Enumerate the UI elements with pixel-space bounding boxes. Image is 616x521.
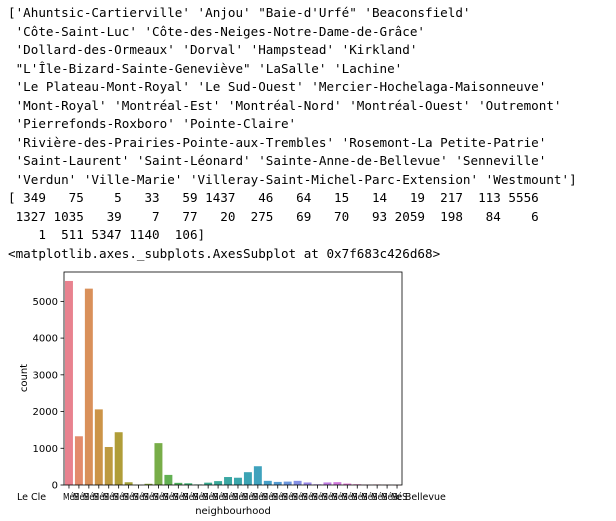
x-tick-label: MéS	[331, 492, 347, 503]
output-line: 'Mont-Royal' 'Montréal-Est' 'Montréal-No…	[8, 97, 562, 113]
x-tick-label: MéS	[282, 492, 298, 503]
bar	[94, 409, 103, 485]
bar	[114, 432, 123, 485]
bar	[124, 482, 133, 485]
x-tick-label: MéS	[93, 492, 109, 503]
console-output-text: ['Ahuntsic-Cartierville' 'Anjou' "Baie-d…	[8, 4, 577, 263]
bar	[333, 482, 342, 485]
output-line: 'Dollard-des-Ormeaux' 'Dorval' 'Hampstea…	[8, 42, 418, 57]
x-tick-label: MéS	[262, 492, 278, 503]
output-line: 'Verdun' 'Ville-Marie' 'Villeray-Saint-M…	[8, 171, 577, 187]
bar	[184, 483, 193, 485]
x-tick-labels: Le Cle MéSMéSMéSMéSMéSMéSMéSMéSMéSMéSMéSM…	[17, 485, 446, 503]
x-tick-label: MéS	[391, 492, 407, 503]
axes-frame	[63, 271, 403, 486]
x-tick-label: MéS	[172, 492, 188, 503]
y-tick-label: 0	[52, 481, 58, 492]
x-tick-label: Le Cle	[17, 492, 46, 503]
x-tick-label: MéS	[212, 492, 228, 503]
output-line: 1327 1035 39 7 77 20 275 69 70 93 2059 1…	[8, 208, 539, 224]
bar	[224, 477, 233, 485]
bar	[84, 288, 93, 485]
output-line: 1 511 5347 1140 106]	[8, 227, 206, 242]
bar	[204, 482, 213, 485]
x-tick-label: MéS	[162, 492, 178, 503]
x-tick-label: MéS	[133, 492, 149, 503]
y-tick-label: 1000	[33, 444, 58, 455]
output-line: 'Pierrefonds-Roxboro' 'Pointe-Claire'	[8, 116, 297, 131]
x-tick-label: MéS	[351, 492, 367, 503]
bar	[154, 443, 163, 485]
x-tick-label: MéS	[143, 492, 159, 503]
x-tick-label: MéS	[302, 492, 318, 503]
bars-group	[64, 280, 402, 486]
output-line: [ 349 75 5 33 59 1437 46 64 15 14 19 217…	[8, 190, 539, 205]
x-tick-label: MéS	[103, 492, 119, 503]
bar	[243, 472, 252, 485]
output-line: "L'Île-Bizard-Sainte-Geneviève" 'LaSalle…	[8, 60, 403, 76]
x-tick-label: MéS	[361, 492, 377, 503]
x-tick-label: e Bellevue	[396, 492, 446, 503]
x-tick-label: MéS	[321, 492, 337, 503]
x-tick-label: MéS	[242, 492, 258, 503]
bar	[323, 482, 332, 485]
y-axis-label: count	[19, 364, 30, 392]
x-tick-label: MéS	[341, 492, 357, 503]
bar	[164, 474, 173, 485]
bar	[283, 481, 292, 485]
x-tick-label: MéS	[292, 492, 308, 503]
bar	[253, 466, 262, 485]
bar	[74, 436, 83, 485]
bar	[214, 481, 223, 485]
output-line: ['Ahuntsic-Cartierville' 'Anjou' "Baie-d…	[8, 5, 471, 20]
output-line: 'Le Plateau-Mont-Royal' 'Le Sud-Ouest' '…	[8, 79, 547, 94]
output-line: <matplotlib.axes._subplots.AxesSubplot a…	[8, 245, 441, 261]
bar	[303, 482, 312, 485]
y-tick-label: 2000	[33, 407, 58, 418]
bar	[64, 280, 73, 485]
y-tick-label: 4000	[33, 334, 58, 345]
x-tick-label: MéS	[182, 492, 198, 503]
bar	[233, 477, 242, 485]
x-tick-label: MéS	[222, 492, 238, 503]
bar	[174, 482, 183, 485]
y-tick-label: 3000	[33, 370, 58, 381]
x-tick-label: MéS	[272, 492, 288, 503]
x-tick-label: MéS	[381, 492, 397, 503]
x-axis-label: neighbourhood	[195, 506, 271, 517]
x-tick-label: MéS	[113, 492, 129, 503]
bar	[104, 446, 113, 485]
x-tick-label: MéS	[312, 492, 328, 503]
output-line: 'Côte-Saint-Luc' 'Côte-des-Neiges-Notre-…	[8, 23, 426, 39]
x-tick-label: MéS	[152, 492, 168, 503]
bar	[263, 480, 272, 485]
x-tick-label: MéS	[202, 492, 218, 503]
x-tick-label: MéS	[63, 492, 79, 503]
bar	[273, 481, 282, 485]
x-tick-label: MéS	[252, 492, 268, 503]
y-axis-ticks: 0 1000 2000 3000 4000 5000	[33, 297, 64, 492]
output-line: 'Saint-Laurent' 'Saint-Léonard' 'Sainte-…	[8, 153, 547, 168]
x-tick-label: MéS	[83, 492, 99, 503]
bar	[293, 480, 302, 485]
bar	[144, 483, 153, 485]
x-tick-label: MéS	[123, 492, 139, 503]
x-tick-label: MéS	[232, 492, 248, 503]
x-tick-label: MéS	[192, 492, 208, 503]
x-tick-label: MéS	[371, 492, 387, 503]
bar	[343, 483, 352, 485]
y-tick-label: 5000	[33, 297, 58, 308]
output-line: 'Rivière-des-Prairies-Pointe-aux-Tremble…	[8, 134, 547, 150]
x-tick-label: MéS	[73, 492, 89, 503]
